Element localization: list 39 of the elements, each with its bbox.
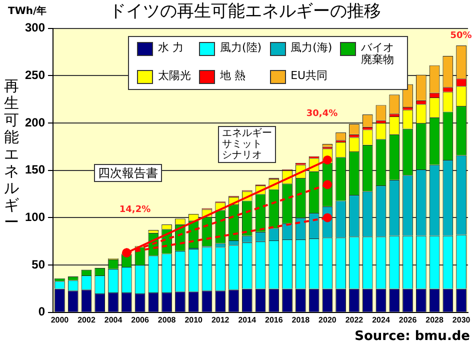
- annotation: エネルギーサミットシナリオ: [218, 126, 276, 163]
- y-tick-label: 200: [24, 115, 46, 130]
- chart-title: ドイツの再生可能エネルギーの推移: [109, 2, 381, 22]
- x-tick-label: 2022: [345, 315, 364, 324]
- annotation: 14,2%: [119, 205, 151, 215]
- text: TWh/年: [8, 5, 47, 17]
- x-tick-label: 2020: [318, 315, 337, 324]
- y-tick-label: 50: [32, 257, 46, 272]
- annotation: 30,4%: [306, 109, 338, 119]
- x-tick-label: 2030: [452, 315, 471, 324]
- x-tick-label: 2010: [184, 315, 204, 324]
- x-tick-label: 2002: [78, 315, 96, 324]
- x-tick-label: 2012: [211, 315, 230, 324]
- legend-label: 風力(海): [290, 41, 332, 54]
- x-tick-label: 2014: [238, 315, 257, 324]
- source-note: Source: bmu.de: [354, 329, 470, 344]
- x-tick-label: 2016: [265, 315, 284, 324]
- annotation: 四次報告書: [94, 164, 162, 182]
- annotation: 50%: [450, 31, 472, 41]
- x-tick-label: 2004: [104, 315, 123, 324]
- x-tick-label: 2008: [158, 315, 176, 324]
- x-tick-label: 2000: [50, 315, 70, 324]
- legend-label: 風力(陸): [220, 41, 262, 54]
- legend-label: EU共同: [290, 69, 328, 82]
- x-tick-label: 2028: [426, 315, 444, 324]
- x-tick-label: 2006: [131, 315, 150, 324]
- legend-label: 地 熱: [220, 69, 246, 82]
- legend-label: 太陽光: [158, 69, 191, 82]
- legend-label: 水 力: [158, 41, 184, 54]
- text: 再生可能エネルギー: [4, 77, 19, 231]
- x-tick-label: 2026: [398, 315, 418, 324]
- x-tick-label: 2018: [292, 315, 310, 324]
- x-tick-label: 2024: [372, 315, 390, 324]
- y-tick-label: 100: [24, 210, 46, 224]
- y-tick-label: 300: [24, 20, 46, 35]
- y-tick-label: 0: [38, 304, 46, 319]
- y-tick-label: 150: [24, 162, 46, 177]
- y-tick-label: 250: [24, 68, 46, 82]
- legend-label: バイオ廃棄物: [361, 41, 396, 66]
